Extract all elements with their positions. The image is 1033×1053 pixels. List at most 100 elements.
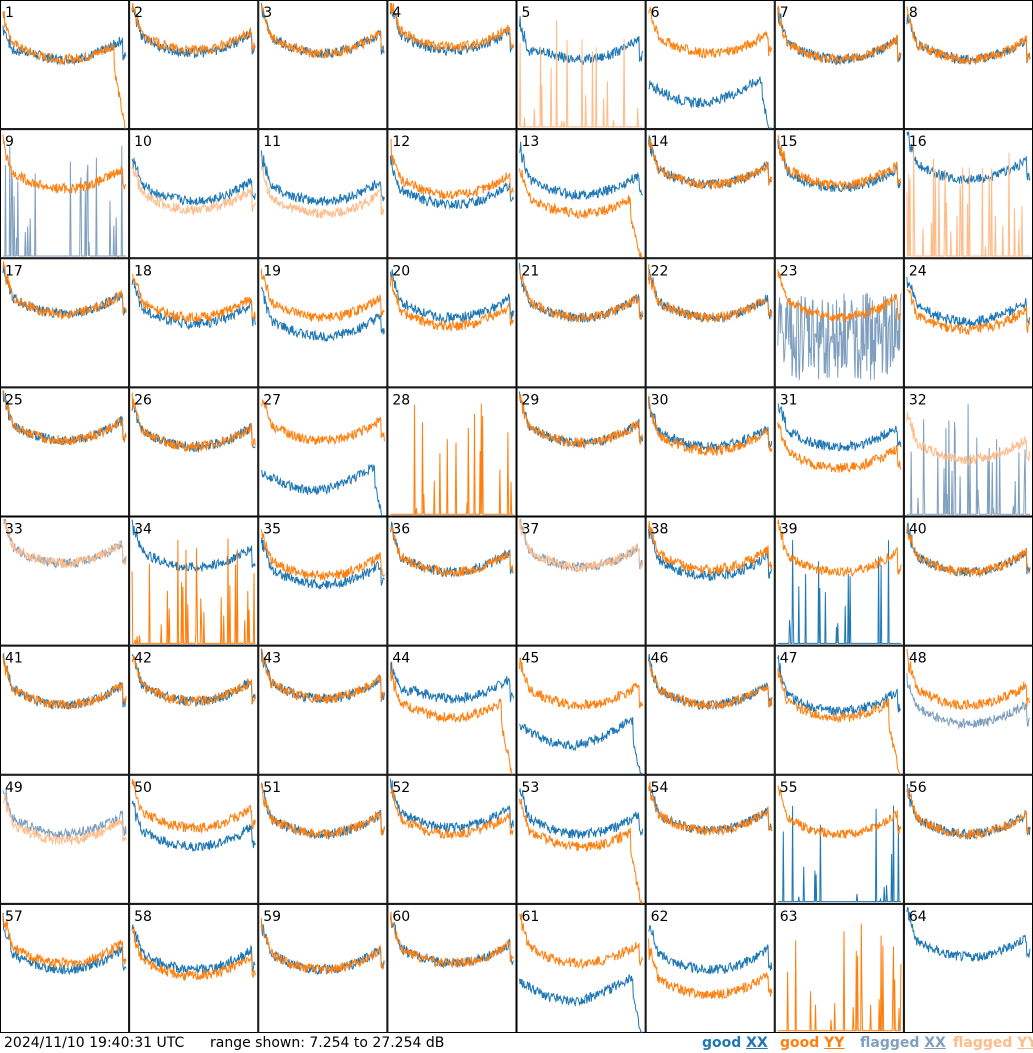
series-good-xx bbox=[389, 2, 514, 57]
panel-frame bbox=[516, 387, 646, 517]
panel-frame bbox=[258, 774, 388, 904]
series-good-yy bbox=[260, 648, 385, 704]
series-good-yy bbox=[389, 911, 514, 969]
panel-frame bbox=[258, 645, 388, 775]
panel-41: 41 bbox=[0, 645, 130, 775]
series-good-yy bbox=[389, 2, 514, 52]
panel-label: 39 bbox=[780, 522, 798, 538]
panel-label: 44 bbox=[392, 651, 410, 667]
panel-frame bbox=[645, 0, 775, 130]
legend-flagged-xx-pol: XX bbox=[924, 1035, 946, 1051]
panel-7: 7 bbox=[774, 0, 904, 130]
panel-frame bbox=[516, 258, 646, 388]
panel-label: 31 bbox=[780, 392, 798, 408]
panel-frame bbox=[645, 645, 775, 775]
panel-label: 12 bbox=[392, 134, 410, 150]
series-good-yy bbox=[906, 525, 1031, 577]
series-good-yy bbox=[260, 783, 385, 840]
series-good-yy bbox=[648, 521, 773, 575]
panel-frame bbox=[903, 0, 1033, 130]
panel-64: 64 bbox=[903, 903, 1033, 1033]
series-good-yy bbox=[777, 785, 902, 839]
series-good-yy bbox=[906, 787, 1031, 840]
series-good-yy bbox=[2, 134, 127, 195]
panel-20: 20 bbox=[387, 258, 517, 388]
panel-32: 32 bbox=[903, 387, 1033, 517]
series-good-yy bbox=[390, 403, 514, 515]
panel-54: 54 bbox=[645, 774, 775, 904]
panel-9: 9 bbox=[0, 129, 130, 259]
panel-label: 20 bbox=[392, 263, 410, 279]
panel-label: 46 bbox=[651, 651, 669, 667]
series-good-yy bbox=[906, 288, 1031, 336]
panel-label: 24 bbox=[909, 263, 927, 279]
panel-label: 3 bbox=[263, 5, 272, 21]
panel-frame bbox=[129, 774, 259, 904]
series-good-yy bbox=[519, 168, 643, 258]
series-good-yy bbox=[519, 913, 644, 970]
panel-label: 6 bbox=[651, 5, 660, 21]
range-text: range shown: 7.254 to 27.254 dB bbox=[210, 1035, 445, 1051]
panel-5: 5 bbox=[516, 0, 646, 130]
panel-frame bbox=[645, 129, 775, 259]
series-good-yy bbox=[519, 270, 644, 323]
panel-label: 15 bbox=[780, 134, 798, 150]
series-good-yy bbox=[777, 134, 902, 190]
panel-39: 39 bbox=[774, 516, 904, 646]
panel-47: 47 bbox=[774, 645, 904, 775]
panel-49: 49 bbox=[0, 774, 130, 904]
series-good-yy bbox=[777, 5, 901, 66]
panel-31: 31 bbox=[774, 387, 904, 517]
panel-frame bbox=[258, 387, 388, 517]
series-flagged-xx bbox=[3, 145, 127, 258]
panel-label: 11 bbox=[263, 134, 281, 150]
panel-frame bbox=[0, 387, 130, 517]
panel-label: 35 bbox=[263, 522, 281, 538]
panel-label: 5 bbox=[522, 5, 531, 21]
series-flagged-yy bbox=[3, 519, 127, 569]
panel-label: 1 bbox=[5, 5, 14, 21]
panel-frame bbox=[0, 645, 130, 775]
panel-37: 37 bbox=[516, 516, 646, 646]
series-good-xx bbox=[389, 778, 514, 834]
panel-label: 48 bbox=[909, 651, 927, 667]
series-good-xx bbox=[131, 924, 256, 976]
series-good-xx bbox=[260, 150, 385, 206]
legend-good-yy: good YY bbox=[780, 1033, 844, 1053]
panel-label: 8 bbox=[909, 5, 918, 21]
panel-frame bbox=[129, 0, 259, 130]
series-good-xx bbox=[2, 390, 127, 446]
panel-label: 61 bbox=[522, 909, 540, 925]
series-flagged-xx bbox=[906, 672, 1031, 730]
series-good-xx bbox=[519, 717, 643, 776]
panel-label: 18 bbox=[134, 263, 152, 279]
panel-label: 42 bbox=[134, 651, 152, 667]
panel-56: 56 bbox=[903, 774, 1033, 904]
panel-30: 30 bbox=[645, 387, 775, 517]
panel-21: 21 bbox=[516, 258, 646, 388]
panel-60: 60 bbox=[387, 903, 517, 1033]
panel-24: 24 bbox=[903, 258, 1033, 388]
series-good-yy bbox=[906, 6, 1031, 66]
panel-label: 36 bbox=[392, 522, 410, 538]
panel-label: 9 bbox=[5, 134, 14, 150]
timestamp: 2024/11/10 19:40:31 UTC bbox=[4, 1035, 185, 1051]
series-good-xx bbox=[389, 661, 514, 705]
panel-52: 52 bbox=[387, 774, 517, 904]
panel-label: 50 bbox=[134, 780, 152, 796]
panel-15: 15 bbox=[774, 129, 904, 259]
series-good-yy bbox=[131, 273, 256, 323]
legend-good-yy-prefix: good bbox=[780, 1035, 825, 1051]
series-good-yy bbox=[131, 655, 256, 707]
series-good-xx bbox=[389, 153, 514, 210]
panel-57: 57 bbox=[0, 903, 130, 1033]
panel-12: 12 bbox=[387, 129, 517, 259]
panel-frame bbox=[0, 129, 130, 259]
series-flagged-yy bbox=[519, 20, 643, 129]
panel-label: 56 bbox=[909, 780, 927, 796]
series-good-yy bbox=[519, 393, 644, 450]
panel-51: 51 bbox=[258, 774, 388, 904]
panel-2: 2 bbox=[129, 0, 259, 130]
series-good-yy bbox=[648, 137, 773, 190]
